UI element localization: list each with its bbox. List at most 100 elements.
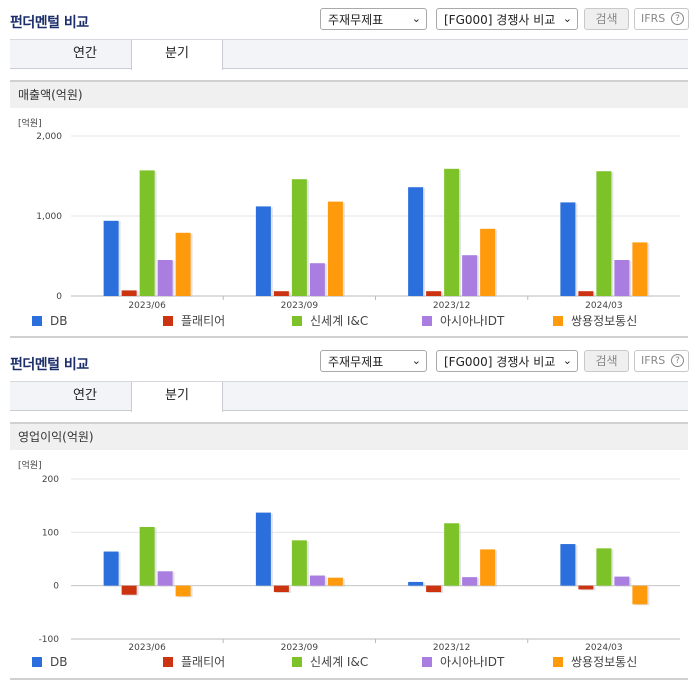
panel-title: 펀더멘털 비교 [10,15,89,31]
x-tick-label: 2023/06 [128,301,166,310]
bar-db-2023-12 [408,581,424,586]
period-tabs: 연간 분기 [10,39,688,70]
y-tick-label: -100 [39,635,60,645]
ifrs-help-button[interactable]: IFRS ? [634,350,689,372]
legend-swatch [163,657,173,667]
chevron-down-icon: ⌄ [411,12,421,25]
bar-플래티어-2023-12 [426,291,442,296]
y-tick-label: 0 [53,582,59,592]
chevron-down-icon: ⌄ [562,12,572,25]
panel-header: 펀더멘털 비교 주재무제표 ⌄ [FG000] 경쟁사 비교 ⌄ 검색 IFRS… [0,342,696,382]
peer-group-select[interactable]: [FG000] 경쟁사 비교 ⌄ [436,8,578,30]
legend-label: 쌍용정보통신 [571,314,638,328]
operating-profit-bar-chart: [억원]200 100 0 -100 2023/06 2023/09 2023/12 2024… [18,459,680,652]
legend-label: 쌍용정보통신 [571,655,638,669]
unit-label: [억원] [18,459,42,471]
statement-select[interactable]: 주재무제표 ⌄ [320,8,427,30]
question-circle-icon: ? [671,12,684,25]
bar-신세계-i-c-2023-06 [139,170,155,296]
tab-annual[interactable]: 연간 [73,46,97,61]
y-tick-label: 1,000 [36,212,62,222]
bar-플래티어-2024-03 [578,585,594,590]
bar-아시아나idt-2024-03 [614,260,630,296]
x-tick-label: 2023/12 [433,301,470,310]
panel-title: 펀더멘털 비교 [10,357,89,373]
legend-item-아시아나idt[interactable]: 아시아나IDT [422,313,504,331]
legend-swatch [32,316,42,326]
legend-swatch [163,316,173,326]
bar-신세계-i-c-2023-12 [444,523,460,586]
legend-swatch [422,657,432,667]
bar-db-2023-09 [255,206,271,296]
bar-db-2023-06 [103,551,119,586]
y-tick-label: 2,000 [36,132,62,142]
fundamental-panel-operating-profit: 펀더멘털 비교 주재무제표 ⌄ [FG000] 경쟁사 비교 ⌄ 검색 IFRS… [0,342,696,684]
peer-group-select-value: [FG000] 경쟁사 비교 [444,13,556,27]
bar-db-2023-12 [408,187,424,296]
bar-쌍용정보통신-2024-03 [632,242,648,296]
legend-swatch [553,316,563,326]
legend-item-쌍용정보통신[interactable]: 쌍용정보통신 [553,654,637,672]
legend-item-플래티어[interactable]: 플래티어 [163,654,225,672]
bar-db-2024-03 [560,202,576,296]
bar-쌍용정보통신-2023-12 [480,549,496,586]
legend-label: DB [50,314,68,328]
ifrs-label: IFRS [641,12,666,25]
bar-플래티어-2023-09 [273,585,289,593]
bar-db-2023-09 [255,512,271,586]
bar-쌍용정보통신-2023-06 [175,585,191,597]
bar-아시아나idt-2023-12 [462,577,478,586]
metric-title: 매출액(억원) [10,80,688,108]
bar-플래티어-2023-06 [121,585,137,595]
tab-annual[interactable]: 연간 [73,388,97,403]
bar-db-2023-06 [103,220,119,296]
chart-legend: DB 플래티어 신세계 I&C 아시아나IDT 쌍용정보통신 [10,313,688,333]
statement-select[interactable]: 주재무제표 ⌄ [320,350,427,372]
legend-item-db[interactable]: DB [32,313,67,331]
legend-swatch [553,657,563,667]
legend-label: 플래티어 [181,655,226,669]
unit-label: [억원] [18,117,42,129]
bar-신세계-i-c-2024-03 [596,171,612,296]
legend-label: 아시아나IDT [440,655,505,669]
legend-item-신세계-i-c[interactable]: 신세계 I&C [292,313,368,331]
period-tabs: 연간 분기 [10,381,688,412]
bar-쌍용정보통신-2023-12 [480,228,496,296]
bar-신세계-i-c-2023-09 [291,179,307,296]
legend-swatch [32,657,42,667]
ifrs-help-button[interactable]: IFRS ? [634,8,689,30]
peer-group-select[interactable]: [FG000] 경쟁사 비교 ⌄ [436,350,578,372]
bar-아시아나idt-2023-09 [309,263,325,296]
bar-신세계-i-c-2023-09 [291,540,307,586]
bar-플래티어-2023-06 [121,290,137,296]
peer-group-select-value: [FG000] 경쟁사 비교 [444,355,556,369]
legend-item-쌍용정보통신[interactable]: 쌍용정보통신 [553,313,637,331]
tab-quarterly[interactable]: 분기 [131,40,223,70]
y-tick-label: 200 [42,475,59,485]
y-tick-label: 100 [42,528,59,538]
tab-quarterly[interactable]: 분기 [131,382,223,412]
revenue-bar-chart: [억원] 2,000 1,000 0 2023/06 2023/09 2023/12 2024… [18,117,680,310]
legend-item-플래티어[interactable]: 플래티어 [163,313,225,331]
legend-item-신세계-i-c[interactable]: 신세계 I&C [292,654,368,672]
metric-title: 영업이익(억원) [10,422,688,450]
bar-아시아나idt-2023-12 [462,255,478,296]
x-tick-label: 2023/06 [128,643,166,652]
bar-플래티어-2024-03 [578,291,594,296]
y-tick-label: 0 [56,292,62,302]
search-button[interactable]: 검색 [584,350,629,372]
legend-item-db[interactable]: DB [32,654,67,672]
bar-아시아나idt-2023-06 [157,571,173,586]
bar-쌍용정보통신-2023-06 [175,232,191,296]
statement-select-value: 주재무제표 [328,355,384,369]
chevron-down-icon: ⌄ [562,354,572,367]
x-tick-label: 2023/12 [433,643,470,652]
legend-item-아시아나idt[interactable]: 아시아나IDT [422,654,504,672]
bar-신세계-i-c-2024-03 [596,548,612,586]
search-button[interactable]: 검색 [584,8,629,30]
bar-쌍용정보통신-2024-03 [632,585,648,605]
panel-divider [10,336,688,338]
legend-label: 신세계 I&C [310,314,369,328]
bar-쌍용정보통신-2023-09 [327,201,343,296]
question-circle-icon: ? [671,354,684,367]
